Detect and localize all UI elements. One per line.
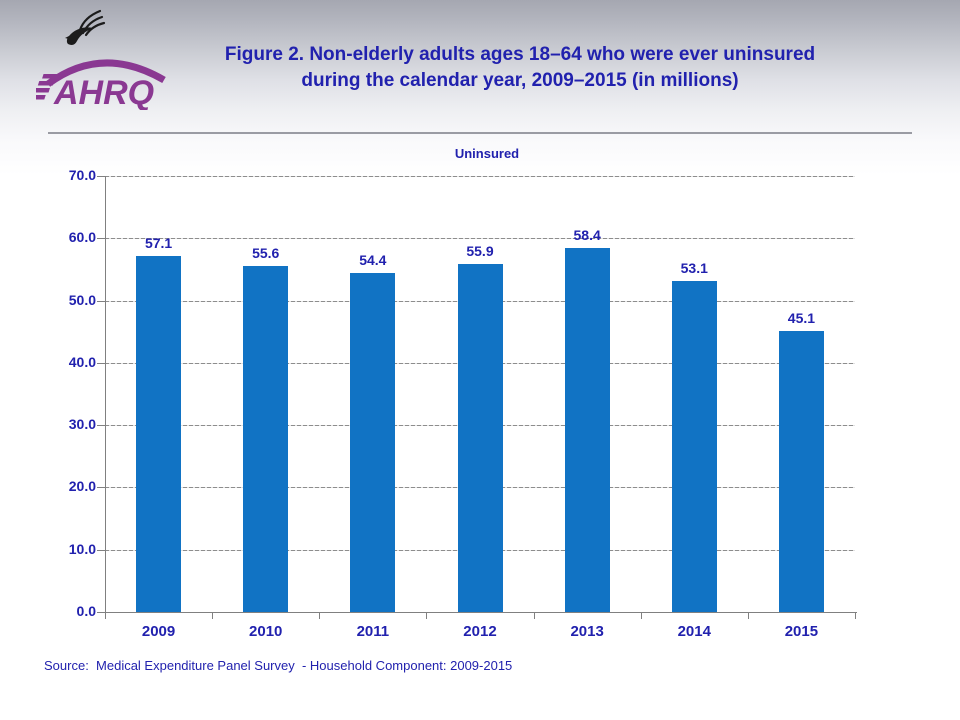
y-tick-70.0 xyxy=(97,176,105,177)
x-tick xyxy=(426,613,428,619)
x-tick xyxy=(640,613,642,619)
y-axis-label: 60.0 xyxy=(68,229,96,246)
x-tick xyxy=(747,613,749,619)
bar-value-label-2010: 55.6 xyxy=(252,244,280,261)
gridline-60.0 xyxy=(105,238,855,240)
x-axis-label-2013: 2013 xyxy=(570,623,604,640)
y-tick-30.0 xyxy=(97,425,105,427)
y-axis-line xyxy=(105,176,106,618)
gridline-70.0 xyxy=(105,176,855,177)
figure-title-line1: Figure 2. Non-elderly adults ages 18–64 … xyxy=(224,44,816,65)
bar-2009 xyxy=(136,256,182,612)
ahrq-logo: AHRQ xyxy=(36,4,176,114)
x-axis-line xyxy=(105,612,857,613)
y-tick-60.0 xyxy=(97,238,105,240)
source-note: Source: Medical Expenditure Panel Survey… xyxy=(44,658,513,673)
figure-title: Figure 2. Non-elderly adults ages 18–64 … xyxy=(140,42,900,94)
x-tick xyxy=(212,613,214,619)
bar-chart-plot: 57.1 55.6 54.4 55.9 58.4 53.1 45.1 0.0 10.0 20.0… xyxy=(69,167,857,640)
bar-2014 xyxy=(671,281,717,612)
x-tick xyxy=(319,613,321,619)
bar-2011 xyxy=(350,273,396,612)
bar-2012 xyxy=(457,263,503,612)
bar-value-label-2014: 53.1 xyxy=(680,260,708,277)
x-tick xyxy=(105,613,106,619)
x-axis-label-2012: 2012 xyxy=(463,623,497,640)
hhs-eagle-icon xyxy=(65,9,106,45)
y-axis-label: 0.0 xyxy=(76,603,96,619)
y-tick-10.0 xyxy=(97,549,105,551)
x-tick xyxy=(533,613,535,619)
bar-value-label-2013: 58.4 xyxy=(573,227,601,244)
bar-value-label-2011: 54.4 xyxy=(359,252,387,269)
legend-swatch-icon xyxy=(441,148,451,158)
svg-text:AHRQ: AHRQ xyxy=(53,74,154,110)
y-axis-label: 50.0 xyxy=(68,291,96,308)
x-tick xyxy=(855,613,856,619)
legend-label: Uninsured xyxy=(454,145,520,161)
y-axis-label: 30.0 xyxy=(68,416,96,433)
y-tick-50.0 xyxy=(97,300,105,302)
x-axis-label-2011: 2011 xyxy=(356,623,390,640)
y-tick-20.0 xyxy=(97,487,105,489)
x-axis-label-2009: 2009 xyxy=(141,623,176,640)
header-separator xyxy=(48,132,912,134)
y-axis-label: 20.0 xyxy=(68,478,96,495)
bar-value-label-2009: 57.1 xyxy=(144,235,173,252)
y-axis-label: 10.0 xyxy=(68,540,96,557)
bar-2015 xyxy=(778,331,824,612)
y-tick-40.0 xyxy=(97,362,105,364)
y-axis-label: 70.0 xyxy=(68,167,96,183)
x-axis-label-2010: 2010 xyxy=(249,623,283,640)
x-axis-label-2014: 2014 xyxy=(677,623,711,640)
bar-value-label-2012: 55.9 xyxy=(466,242,494,259)
y-axis-label: 40.0 xyxy=(68,353,96,370)
y-tick-0.0 xyxy=(97,612,105,613)
bar-2010 xyxy=(243,265,289,612)
figure-title-line2: during the calendar year, 2009–2015 (in … xyxy=(301,70,739,91)
x-axis-label-2015: 2015 xyxy=(784,623,819,640)
bar-value-label-2015: 45.1 xyxy=(787,310,816,327)
bar-2013 xyxy=(564,248,610,612)
ahrq-wordmark: AHRQ xyxy=(36,59,166,110)
chart-legend: Uninsured xyxy=(0,144,960,162)
